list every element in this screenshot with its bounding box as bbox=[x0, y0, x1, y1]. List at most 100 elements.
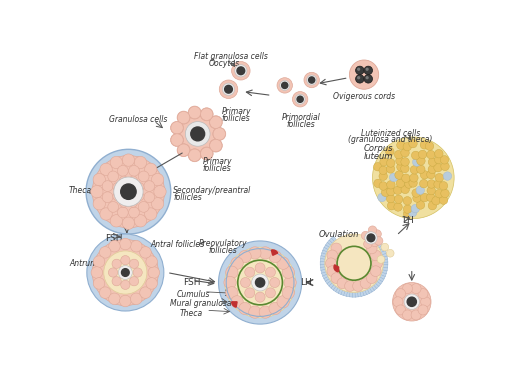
Circle shape bbox=[122, 154, 135, 166]
Text: Corpus: Corpus bbox=[364, 144, 394, 153]
Circle shape bbox=[131, 293, 142, 305]
Circle shape bbox=[396, 289, 406, 299]
Wedge shape bbox=[321, 263, 354, 271]
Circle shape bbox=[366, 77, 368, 79]
Circle shape bbox=[421, 297, 431, 307]
Wedge shape bbox=[327, 240, 354, 263]
Circle shape bbox=[364, 66, 373, 74]
Circle shape bbox=[110, 156, 122, 169]
Circle shape bbox=[120, 295, 131, 307]
Circle shape bbox=[113, 192, 121, 201]
Circle shape bbox=[409, 179, 417, 187]
Circle shape bbox=[188, 149, 201, 162]
Circle shape bbox=[337, 278, 348, 289]
Circle shape bbox=[371, 238, 379, 247]
Circle shape bbox=[234, 65, 247, 77]
Wedge shape bbox=[354, 247, 386, 263]
Circle shape bbox=[144, 208, 157, 220]
Circle shape bbox=[122, 217, 135, 229]
Circle shape bbox=[404, 294, 419, 310]
Wedge shape bbox=[333, 263, 354, 292]
Wedge shape bbox=[354, 263, 381, 287]
Circle shape bbox=[435, 189, 443, 198]
Wedge shape bbox=[322, 250, 354, 263]
Wedge shape bbox=[354, 263, 388, 268]
Circle shape bbox=[372, 258, 382, 269]
Wedge shape bbox=[321, 263, 354, 274]
Circle shape bbox=[401, 185, 410, 194]
Wedge shape bbox=[321, 253, 354, 263]
Circle shape bbox=[249, 247, 261, 259]
Wedge shape bbox=[354, 263, 387, 274]
Text: Theca: Theca bbox=[69, 186, 92, 195]
Circle shape bbox=[413, 158, 421, 166]
Wedge shape bbox=[354, 259, 388, 263]
Circle shape bbox=[361, 231, 370, 240]
Circle shape bbox=[396, 179, 405, 187]
Circle shape bbox=[377, 256, 385, 263]
Circle shape bbox=[226, 266, 238, 279]
Circle shape bbox=[265, 288, 275, 298]
Circle shape bbox=[185, 122, 210, 146]
Circle shape bbox=[435, 174, 443, 182]
Circle shape bbox=[152, 198, 164, 210]
Wedge shape bbox=[354, 263, 367, 296]
Text: FSH: FSH bbox=[105, 234, 123, 243]
Circle shape bbox=[191, 127, 205, 141]
Circle shape bbox=[109, 240, 120, 252]
Circle shape bbox=[91, 186, 103, 198]
Circle shape bbox=[270, 277, 280, 288]
Circle shape bbox=[381, 243, 389, 251]
Circle shape bbox=[345, 280, 355, 291]
Wedge shape bbox=[354, 253, 387, 263]
Circle shape bbox=[401, 158, 409, 166]
Circle shape bbox=[435, 155, 443, 164]
Circle shape bbox=[222, 83, 234, 95]
Circle shape bbox=[134, 156, 146, 169]
Circle shape bbox=[416, 186, 424, 194]
Circle shape bbox=[428, 201, 437, 210]
Circle shape bbox=[297, 96, 303, 102]
Circle shape bbox=[93, 256, 105, 267]
Circle shape bbox=[225, 247, 295, 318]
Circle shape bbox=[255, 278, 265, 287]
Circle shape bbox=[280, 81, 290, 90]
Circle shape bbox=[365, 232, 377, 244]
Wedge shape bbox=[324, 245, 354, 263]
Text: Granulosa cells: Granulosa cells bbox=[109, 115, 167, 124]
Circle shape bbox=[113, 183, 121, 191]
Circle shape bbox=[146, 256, 157, 267]
Circle shape bbox=[117, 166, 128, 176]
Text: Mural granulosa: Mural granulosa bbox=[170, 299, 231, 308]
Circle shape bbox=[201, 147, 213, 160]
Circle shape bbox=[407, 297, 416, 307]
Circle shape bbox=[219, 241, 302, 324]
Circle shape bbox=[87, 234, 164, 311]
Text: (granulosa and theca): (granulosa and theca) bbox=[348, 135, 433, 144]
Circle shape bbox=[387, 159, 395, 167]
Circle shape bbox=[131, 240, 142, 252]
Circle shape bbox=[413, 194, 421, 202]
Circle shape bbox=[393, 297, 403, 307]
Circle shape bbox=[269, 302, 281, 315]
Circle shape bbox=[411, 204, 420, 213]
Circle shape bbox=[403, 197, 412, 205]
Circle shape bbox=[110, 215, 122, 227]
Circle shape bbox=[404, 180, 413, 188]
Wedge shape bbox=[354, 263, 388, 271]
Wedge shape bbox=[323, 263, 354, 279]
Circle shape bbox=[410, 174, 418, 182]
Circle shape bbox=[134, 215, 146, 227]
Circle shape bbox=[265, 267, 275, 277]
Circle shape bbox=[396, 156, 404, 165]
Wedge shape bbox=[325, 242, 354, 263]
Circle shape bbox=[434, 180, 442, 189]
Circle shape bbox=[425, 142, 434, 150]
Circle shape bbox=[178, 144, 190, 156]
Circle shape bbox=[121, 269, 129, 276]
Circle shape bbox=[428, 158, 437, 166]
Circle shape bbox=[133, 268, 142, 277]
Text: Ovigerous cords: Ovigerous cords bbox=[333, 91, 395, 101]
Circle shape bbox=[277, 296, 289, 308]
Wedge shape bbox=[354, 236, 377, 263]
